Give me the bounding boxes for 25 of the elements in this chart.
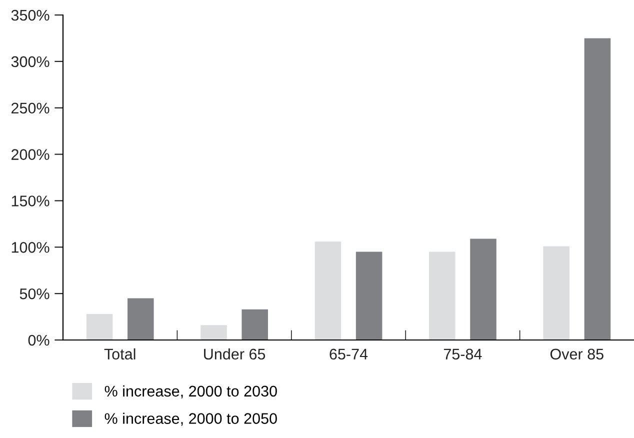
bar [429,252,456,340]
bar [242,309,268,340]
y-tick-label: 300% [11,56,50,68]
x-tick-label: Under 65 [204,348,266,360]
y-tick-label: 50% [20,288,50,300]
y-tick-label: 0% [28,334,50,346]
bar [584,38,611,340]
legend-label: % increase, 2000 to 2050 [104,412,277,426]
x-tick-label: Total [104,348,136,360]
y-tick-label: 150% [12,196,50,206]
x-tick-label: Over 85 [550,348,604,360]
bar [543,246,570,340]
y-tick-label: 350% [11,10,50,21]
bar [356,252,382,340]
bar [128,298,154,340]
bar [470,238,496,340]
bar [200,325,227,340]
y-tick-label: 100% [12,242,50,253]
x-tick-label: 65-74 [330,348,368,360]
bar [314,242,342,340]
y-tick-label: 250% [12,102,50,114]
legend-label: % increase, 2000 to 2030 [104,385,277,398]
x-tick-label: 75-84 [444,348,482,360]
bar [86,314,113,340]
y-tick-label: 200% [12,149,50,160]
